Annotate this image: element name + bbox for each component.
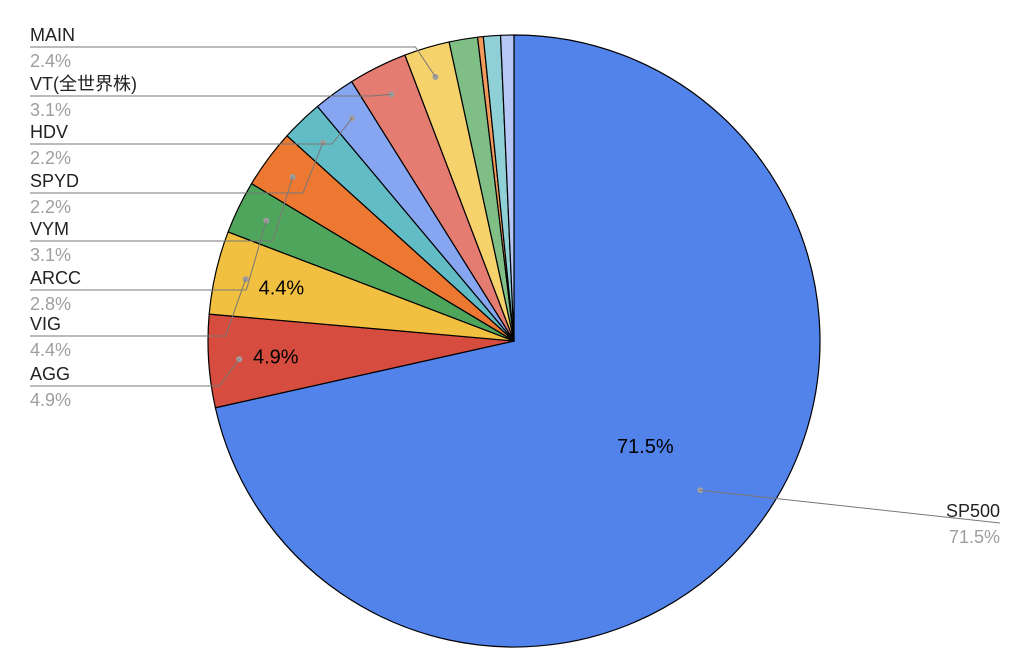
inside-label-vig: 4.4% (259, 278, 305, 300)
slice-sp500 (214, 34, 821, 648)
leader-line-vym (30, 176, 294, 242)
label-name-main: MAIN (30, 25, 75, 45)
slice-minor-12 (499, 34, 515, 342)
label-name-vym: VYM (30, 219, 69, 239)
label-name-agg: AGG (30, 364, 70, 384)
label-name-sp500: SP500 (946, 501, 1000, 521)
leader-line-vt (30, 93, 392, 97)
label-name-arcc: ARCC (30, 268, 81, 288)
leader-line-main (30, 46, 436, 78)
label-pct-arcc: 2.8% (30, 294, 71, 314)
inside-label-sp500: 71.5% (617, 436, 674, 458)
label-pct-vt: 3.1% (30, 100, 71, 120)
label-pct-vig: 4.4% (30, 340, 71, 360)
leader-line-hdv (30, 117, 353, 145)
label-name-vig: VIG (30, 314, 61, 334)
leader-line-spyd (30, 142, 324, 194)
label-name-spyd: SPYD (30, 171, 79, 191)
inside-label-agg: 4.9% (253, 347, 299, 369)
label-pct-hdv: 2.2% (30, 148, 71, 168)
leader-lines (30, 46, 1001, 524)
leader-line-agg (30, 358, 240, 387)
label-name-hdv: HDV (30, 122, 68, 142)
label-pct-spyd: 2.2% (30, 197, 71, 217)
leader-line-sp500 (700, 489, 1001, 524)
label-pct-agg: 4.9% (30, 390, 71, 410)
pie-slices (207, 34, 821, 648)
leader-line-vig (30, 279, 247, 337)
label-name-vt: VT(全世界株) (30, 74, 137, 94)
label-pct-main: 2.4% (30, 51, 71, 71)
label-pct-sp500: 71.5% (949, 527, 1000, 547)
leader-line-arcc (30, 220, 267, 291)
slice-labels: 71.5% SP500 71.5% 4.9% AGG 4.9% 4.4% VIG 4.4% ARC… (30, 25, 1000, 547)
label-pct-vym: 3.1% (30, 245, 71, 265)
